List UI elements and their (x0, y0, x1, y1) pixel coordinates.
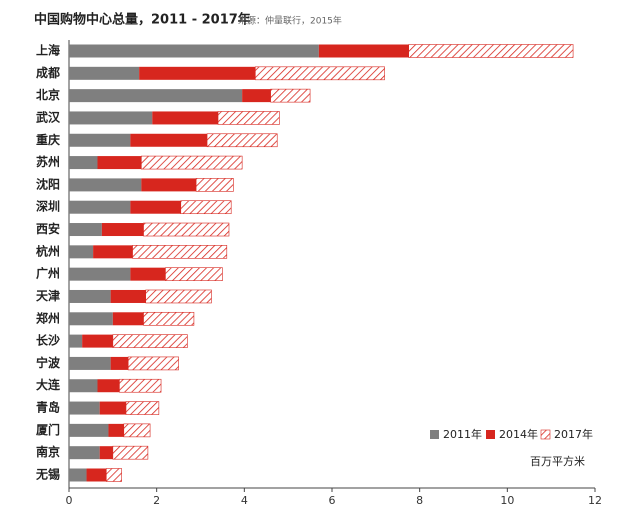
bar-segment (110, 289, 146, 303)
bar-segment (152, 111, 219, 125)
x-tick-label: 10 (500, 494, 514, 507)
bar-segment (69, 133, 131, 147)
y-tick-label: 厦门 (36, 422, 60, 437)
y-tick-label: 宁波 (36, 355, 61, 370)
unit-label: 百万平方米 (530, 454, 585, 468)
y-tick-label: 南京 (36, 444, 60, 459)
x-tick-label: 6 (329, 494, 336, 507)
bar-segment (69, 111, 153, 125)
bar-segment (141, 178, 197, 192)
bar-segment (105, 468, 122, 482)
bar-segment (69, 356, 111, 370)
bar-segment (97, 156, 142, 170)
x-tick-label: 12 (588, 494, 602, 507)
y-tick-label: 上海 (36, 43, 60, 58)
y-tick-label: 杭州 (36, 243, 60, 258)
y-tick-label: 武汉 (36, 109, 61, 124)
bar-segment (99, 401, 126, 415)
chart-source: 来源：仲量联行，2015年 (238, 15, 342, 27)
y-tick-label: 深圳 (36, 199, 60, 214)
bar-segment (69, 178, 142, 192)
bar-segment (112, 312, 144, 326)
bar-segment (108, 423, 124, 437)
bar-segment (130, 133, 208, 147)
bar-segment (69, 156, 98, 170)
bar-segment (69, 245, 94, 259)
y-tick-label: 苏州 (36, 154, 60, 169)
legend-label: 2014年 (499, 427, 538, 441)
bar-segment (318, 44, 409, 58)
bar-segment (127, 356, 179, 371)
bar-segment (99, 446, 113, 460)
bar-segment (69, 267, 131, 281)
bar-segment (130, 200, 181, 214)
legend-swatch (486, 430, 495, 439)
bar-segment (270, 88, 311, 103)
y-tick-label: 郑州 (36, 310, 60, 325)
y-tick-label: 无锡 (35, 467, 60, 482)
bar-segment (119, 378, 162, 393)
x-tick-label: 2 (153, 494, 160, 507)
bar-segment (408, 44, 574, 58)
bar-segment (86, 468, 107, 482)
bar-segment (82, 334, 113, 348)
y-tick-label: 北京 (36, 87, 60, 102)
bar-segment (110, 356, 129, 370)
y-tick-label: 成都 (36, 65, 60, 80)
bar-segment (69, 334, 83, 348)
bar-segment (132, 245, 228, 259)
bar-segment (242, 89, 271, 103)
bar-segment (143, 222, 230, 237)
bar-segment (254, 66, 385, 81)
bar-segment (141, 155, 243, 170)
bar-segment (69, 401, 100, 415)
legend-label: 2017年 (554, 427, 593, 441)
y-tick-label: 广州 (36, 266, 60, 281)
bar-segment (97, 379, 120, 393)
bar-segment (69, 379, 98, 393)
y-tick-label: 大连 (36, 377, 61, 392)
bar-segment (69, 44, 319, 58)
bar-segment (101, 223, 144, 237)
bar-segment (217, 111, 280, 125)
bar-segment (180, 200, 232, 215)
y-tick-label: 西安 (36, 221, 60, 236)
bar-segment (139, 66, 256, 80)
bar-segment (206, 133, 278, 148)
bar-segment (123, 423, 151, 438)
bar-segment (69, 223, 102, 237)
bar-segment (69, 289, 111, 303)
legend-swatch (540, 429, 551, 440)
bar-segment (69, 446, 100, 460)
y-tick-label: 沈阳 (36, 176, 60, 191)
bar-segment (69, 89, 243, 103)
y-tick-label: 青岛 (36, 400, 60, 415)
y-tick-label: 长沙 (36, 333, 60, 348)
x-tick-label: 4 (241, 494, 248, 507)
bar-segment (112, 445, 149, 460)
bar-segment (145, 289, 212, 304)
bar-segment (69, 312, 113, 326)
x-tick-label: 0 (66, 494, 73, 507)
bar-segment (112, 334, 188, 348)
bar-segment (195, 178, 234, 192)
bar-segment (143, 311, 195, 326)
bar-segment (69, 468, 87, 482)
bar-segment (125, 401, 160, 415)
legend-label: 2011年 (443, 427, 482, 441)
legend-swatch (430, 430, 439, 439)
x-tick-label: 8 (416, 494, 423, 507)
bar-segment (69, 66, 140, 80)
bar-segment (93, 245, 133, 259)
y-tick-label: 重庆 (36, 132, 60, 147)
bar-segment (69, 200, 131, 214)
bar-segment (165, 267, 223, 281)
bar-segment (130, 267, 166, 281)
chart-title: 中国购物中心总量，2011 - 2017年 (34, 12, 251, 28)
bar-segment (69, 423, 109, 437)
y-tick-label: 天津 (36, 288, 60, 303)
